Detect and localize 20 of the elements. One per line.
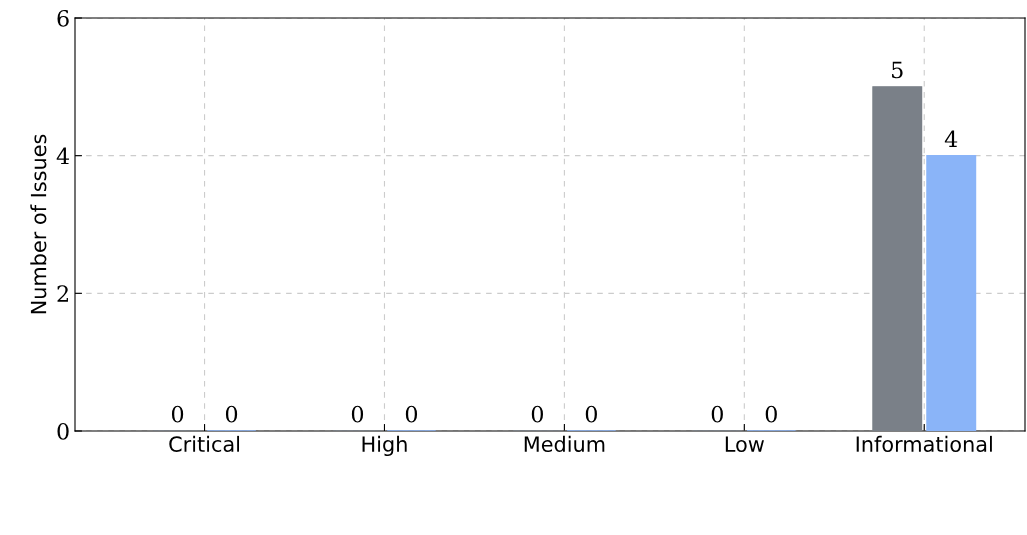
y-tick-label: 6	[57, 9, 69, 27]
data-label: 0	[171, 405, 184, 423]
data-label: 5	[892, 61, 903, 79]
data-label: 0	[405, 405, 418, 423]
data-label: 0	[585, 405, 597, 423]
x-tick-label: Informational	[856, 435, 992, 452]
x-tick-label: Low	[725, 436, 764, 452]
data-label: 0	[225, 405, 238, 423]
y-tick-label: 2	[57, 285, 68, 302]
x-tick-label: Critical	[169, 435, 240, 452]
y-tick-label: 0	[57, 422, 69, 440]
data-label: 4	[944, 130, 958, 147]
y-axis-title: Number of Issues	[30, 134, 47, 314]
data-label: 0	[765, 405, 777, 423]
data-label: 0	[351, 405, 364, 423]
x-tick-label: High	[362, 435, 407, 457]
y-tick-label: 4	[56, 147, 70, 165]
data-label: 0	[531, 405, 543, 423]
data-label: 0	[711, 405, 723, 423]
x-tick-label: Medium	[524, 435, 605, 452]
